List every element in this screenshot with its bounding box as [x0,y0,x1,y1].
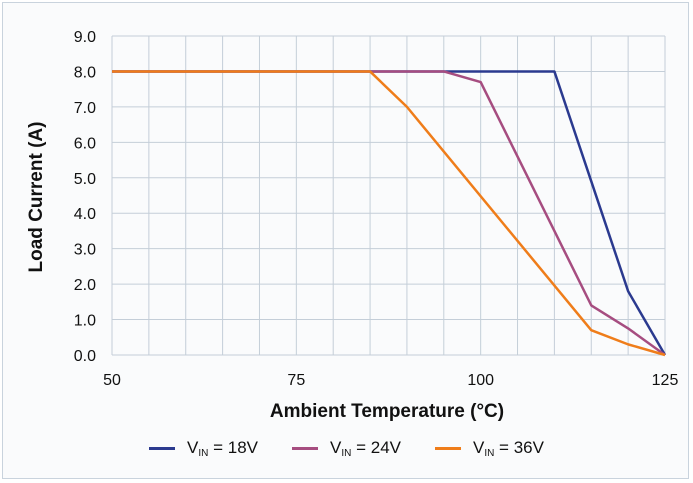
y-tick-label: 3.0 [74,242,96,259]
series-layer [112,70,667,357]
y-tick-label: 0.0 [74,348,96,365]
legend-label-main: V [472,438,485,457]
y-tick-label: 5.0 [74,171,96,188]
legend-item-2: VIN = 24V [292,438,401,459]
x-tick-label: 125 [652,372,679,389]
x-tick-label: 50 [103,372,121,389]
line-chart: 0.0 1.0 2.0 3.0 4.0 5.0 6.0 7.0 8.0 9.0 50 75 100 12… [26,29,678,422]
y-tick-label: 2.0 [74,277,96,294]
series-line-3 [112,70,666,357]
legend-label-subscript: IN [341,448,352,459]
x-tick-labels: 50 75 100 125 [103,372,678,389]
legend-item-1: VIN = 18V [149,438,258,459]
legend-label: VIN = 24V [330,438,401,459]
legend-swatch [434,447,461,450]
legend-label: VIN = 18V [187,438,258,459]
y-tick-label: 1.0 [74,313,96,330]
series-line-2 [112,70,666,357]
y-axis-title: Load Current (A) [26,122,47,273]
legend-label-value: = 18V [208,438,259,457]
y-tick-label: 9.0 [74,29,96,46]
chart-frame [2,2,689,479]
y-tick-label: 6.0 [74,135,96,152]
y-tick-label: 7.0 [74,100,96,117]
x-tick-label: 100 [467,372,494,389]
legend: VIN = 18V VIN = 24V VIN = 36V [0,438,693,459]
legend-label-value: = 24V [351,438,401,457]
y-tick-label: 4.0 [74,206,96,223]
legend-label-value: = 36V [494,438,544,457]
legend-label: VIN = 36V [473,438,544,459]
y-tick-label: 8.0 [74,64,96,81]
y-tick-labels: 0.0 1.0 2.0 3.0 4.0 5.0 6.0 7.0 8.0 9.0 [74,29,96,365]
legend-label-subscript: IN [484,448,495,459]
legend-label-main: V [330,438,342,457]
vertical-gridlines [111,36,666,355]
horizontal-gridlines [112,35,665,356]
legend-label-subscript: IN [198,448,209,459]
legend-swatch [149,447,176,450]
x-tick-label: 75 [287,372,305,389]
legend-label-main: V [187,438,199,457]
x-axis-title: Ambient Temperature (°C) [270,401,504,422]
legend-item-3: VIN = 36V [434,438,544,459]
legend-swatch [292,447,319,450]
